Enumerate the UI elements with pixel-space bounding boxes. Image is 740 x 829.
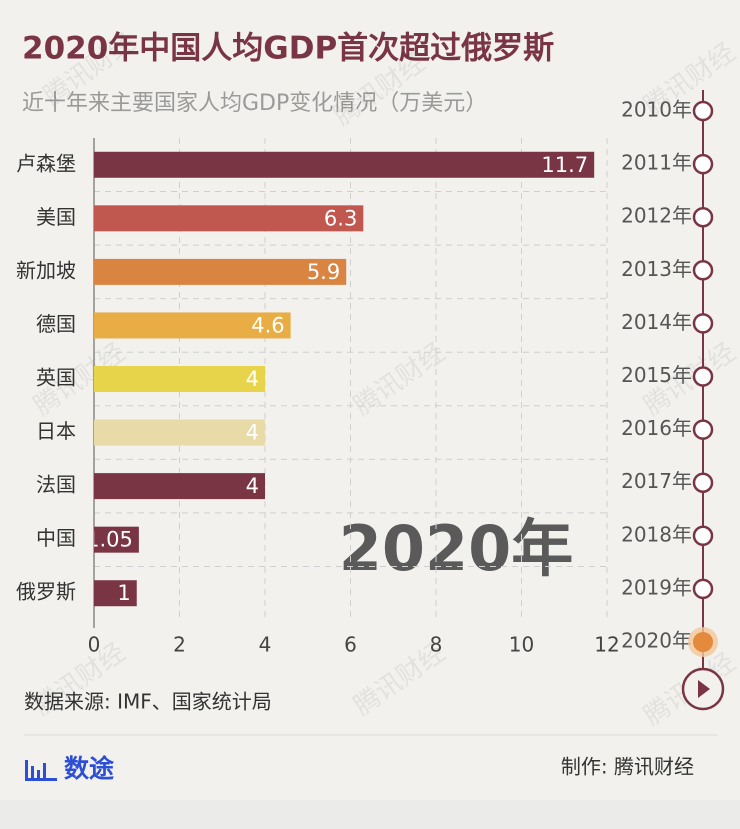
bar-group: 1.05	[86, 526, 139, 553]
timeline-dot[interactable]	[692, 366, 714, 387]
y-tick-label: 法国	[36, 473, 76, 497]
bar	[94, 366, 265, 392]
timeline-dot[interactable]	[692, 153, 714, 175]
credit: 制作: 腾讯财经	[561, 755, 694, 779]
value-label: 1.05	[86, 528, 133, 552]
timeline-dot[interactable]	[692, 313, 714, 334]
bar-group: 1	[94, 580, 137, 607]
value-label: 4	[246, 474, 259, 498]
x-tick-label: 10	[509, 633, 534, 657]
timeline-label: 2013年	[621, 257, 692, 281]
y-tick-label: 新加坡	[16, 258, 76, 282]
timeline-dot[interactable]	[692, 419, 714, 440]
timeline-dot[interactable]	[692, 100, 714, 122]
timeline-label: 2011年	[621, 151, 692, 175]
x-tick-label: 6	[344, 633, 357, 657]
timeline-dot-active	[693, 632, 713, 652]
timeline-label: 2015年	[621, 363, 692, 387]
y-tick-label: 英国	[36, 366, 76, 390]
bar-group: 4	[94, 473, 265, 500]
value-label: 4	[246, 367, 259, 391]
y-tick-label: 卢森堡	[16, 151, 76, 175]
y-tick-label: 日本	[36, 419, 76, 443]
timeline-label: 2017年	[621, 469, 692, 493]
bar	[94, 312, 291, 339]
bar	[94, 151, 595, 178]
bar	[94, 526, 139, 553]
x-tick-label: 8	[430, 633, 443, 657]
y-tick-label: 美国	[36, 205, 76, 229]
brand: 数途	[64, 754, 115, 783]
timeline-dot[interactable]	[692, 206, 714, 228]
x-tick-label: 0	[88, 633, 101, 657]
timeline-label: 2012年	[621, 204, 692, 228]
bar	[94, 580, 137, 607]
value-label: 6.3	[324, 206, 357, 230]
value-label: 4.6	[251, 313, 284, 337]
value-label: 5.9	[307, 260, 340, 284]
chart-subtitle: 近十年来主要国家人均GDP变化情况（万美元）	[22, 91, 487, 116]
play-icon	[698, 680, 710, 698]
timeline-label: 2014年	[621, 310, 692, 334]
bar-group: 4.6	[94, 312, 291, 339]
bar-group: 4	[94, 366, 265, 392]
bar-group: 5.9	[94, 258, 347, 285]
value-label: 11.7	[541, 153, 588, 177]
bar	[94, 473, 265, 500]
bar-group: 11.7	[94, 151, 595, 178]
timeline-label: 2020年	[621, 629, 692, 653]
bar-group: 4	[94, 419, 265, 446]
timeline-dot[interactable]	[692, 260, 714, 281]
brand-icon	[25, 760, 57, 781]
value-label: 4	[246, 421, 259, 445]
value-label: 1	[117, 581, 130, 605]
timeline-dot[interactable]	[692, 578, 714, 600]
x-tick-label: 4	[259, 633, 272, 657]
timeline-dot[interactable]	[692, 525, 714, 547]
timeline-label: 2018年	[621, 522, 692, 546]
x-tick-label: 12	[594, 633, 619, 657]
bar-group: 6.3	[94, 205, 364, 232]
timeline-dot[interactable]	[692, 472, 714, 493]
year-label: 2020年	[339, 512, 574, 585]
bar	[94, 258, 347, 285]
y-tick-label: 俄罗斯	[16, 580, 76, 604]
y-tick-label: 中国	[36, 526, 76, 550]
timeline-label: 2010年	[621, 98, 692, 122]
y-tick-label: 德国	[36, 312, 76, 336]
timeline-label: 2019年	[621, 575, 692, 599]
bar	[94, 419, 265, 446]
source: 数据来源: IMF、国家统计局	[24, 690, 272, 714]
bar	[94, 205, 364, 232]
timeline-label: 2016年	[621, 416, 692, 440]
x-tick-label: 2	[173, 633, 186, 657]
footer-band	[0, 800, 740, 829]
chart-title: 2020年中国人均GDP首次超过俄罗斯	[22, 31, 554, 67]
